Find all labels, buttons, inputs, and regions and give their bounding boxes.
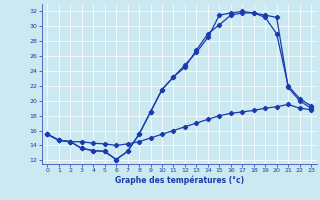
X-axis label: Graphe des températures (°c): Graphe des températures (°c) — [115, 176, 244, 185]
